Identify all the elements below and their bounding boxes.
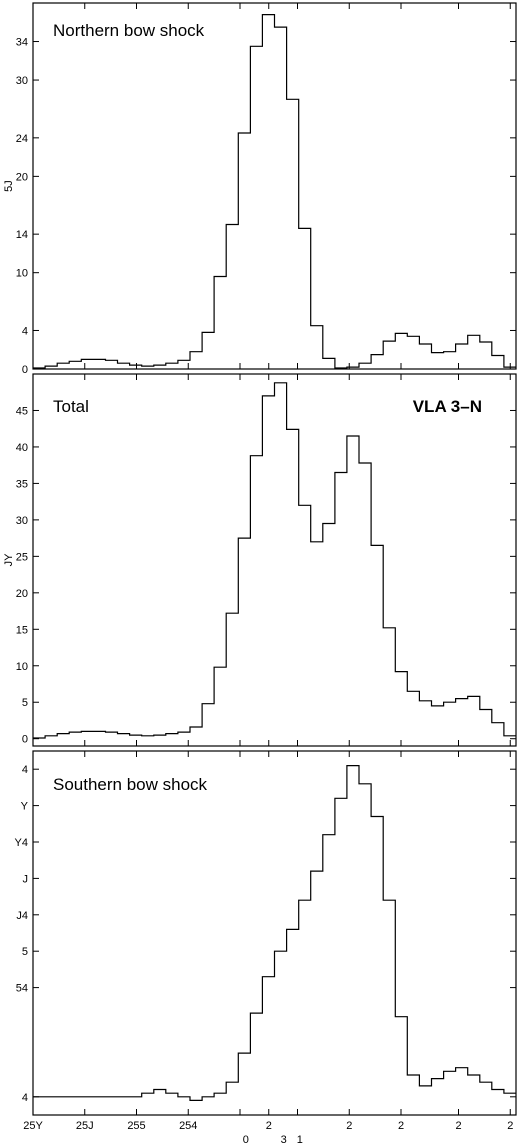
y-tick-label: 35 [16,478,28,490]
y-tick-label: 14 [16,229,28,241]
histogram-line [33,14,516,369]
x-tick-label: 2 [346,1120,352,1132]
y-tick-label: 20 [16,171,28,183]
panel-title: Southern bow shock [53,775,208,794]
panel-frame [32,2,517,370]
x-tick-label: 1 [297,1134,303,1144]
panel-title: Total [53,397,89,416]
y-tick-label: Y [21,801,29,813]
y-tick-label: 5 [22,697,28,709]
y-tick-label: 25 [16,551,28,563]
y-tick-label: 30 [16,515,28,527]
y-tick-label: 5 [22,946,28,958]
y-tick-label: 15 [16,624,28,636]
x-tick-label: 2 [398,1120,404,1132]
y-tick-label: 54 [16,983,28,995]
y-tick-label: Y4 [15,837,28,849]
y-tick-label: 40 [16,442,28,454]
y-axis-label: 5J [3,180,15,192]
panel-tag: VLA 3–N [413,397,482,416]
panel-northern-bow-shock: Northern bow shock 5J 0 4 10 14 20 24 30 34 [3,2,517,376]
x-tick-label: 3 [281,1134,287,1144]
y-tick-label: 34 [16,37,28,49]
x-ticks [32,374,511,746]
y-tick-label: 20 [16,588,28,600]
histogram-line [33,382,516,739]
y-tick-label: 45 [16,405,28,417]
y-tick-label: 10 [16,268,28,280]
x-tick-label: 25J [76,1120,94,1132]
panel-title: Northern bow shock [53,21,205,40]
y-tick-label: 0 [22,364,28,376]
y-ticks: 0 5 10 15 20 25 30 35 40 45 [16,405,516,746]
y-tick-label: 24 [16,133,28,145]
y-tick-label: 0 [22,734,28,746]
y-tick-label: 4 [22,1092,28,1104]
y-ticks: 0 4 10 14 20 24 30 34 [16,37,516,376]
histogram-line [33,765,516,1101]
y-tick-label: J4 [16,910,28,922]
y-tick-label: 10 [16,661,28,673]
x-tick-label: 255 [127,1120,145,1132]
y-tick-label: 30 [16,75,28,87]
y-tick-label: 4 [22,764,28,776]
x-tick-label: 2 [455,1120,461,1132]
y-tick-label: 4 [22,325,28,337]
panel-frame [32,750,517,1116]
panel-total: Total VLA 3–N JY 0 5 10 15 20 25 30 35 40 45 [3,373,517,747]
x-tick-label: 2 [507,1120,513,1132]
x-tick-label: 254 [179,1120,197,1132]
panel-frame [32,373,517,747]
y-tick-label: J [23,873,29,885]
y-axis-label: JY [3,553,15,567]
x-tick-label: 2 [266,1120,272,1132]
x-tick-label: 0 [243,1134,249,1144]
x-tick-label: 25Y [23,1120,43,1132]
x-ticks [32,3,511,369]
